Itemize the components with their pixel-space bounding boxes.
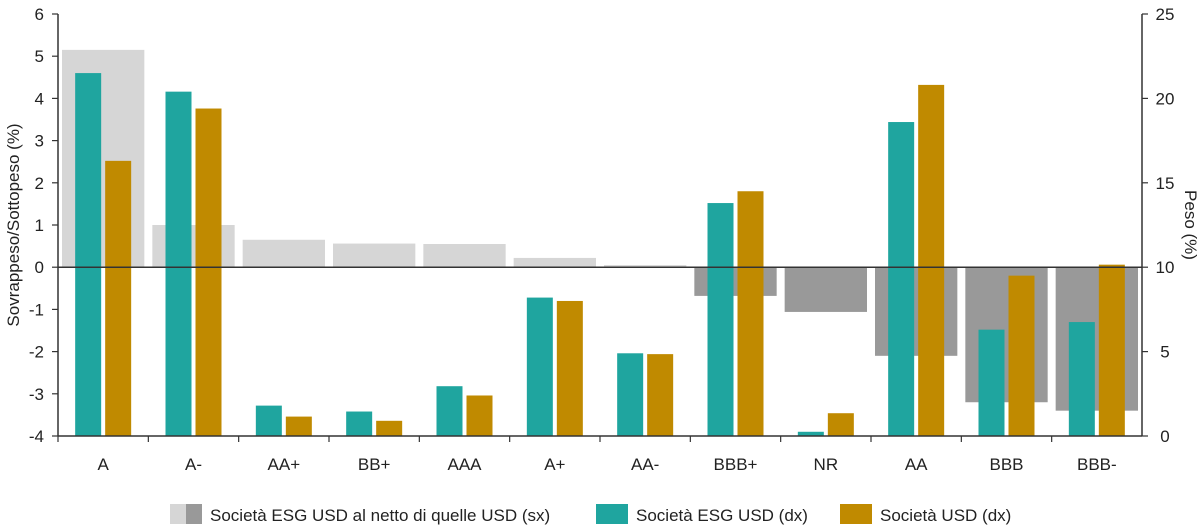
bar-usd-BBB+: [737, 191, 764, 436]
bar-usd-AA+: [285, 416, 312, 436]
x-tick-label: A+: [544, 455, 565, 474]
bar-usd-NR: [827, 413, 854, 436]
bar-diff-AA+: [242, 239, 325, 268]
legend-swatch-usd: [840, 504, 872, 524]
x-tick-label: AA+: [268, 455, 301, 474]
left-tick-label: -2: [29, 343, 44, 362]
x-tick-label: AA: [905, 455, 928, 474]
bar-usd-A+: [556, 300, 583, 436]
bar-usd-A: [105, 160, 132, 436]
x-tick-label: AA-: [631, 455, 659, 474]
bar-esg-AA-: [617, 353, 644, 436]
x-tick-label: NR: [814, 455, 839, 474]
bar-esg-AAA: [436, 386, 463, 436]
right-tick-label: 20: [1156, 89, 1175, 108]
bar-esg-NR: [797, 431, 824, 436]
legend-label-usd: Società USD (dx): [880, 506, 1011, 525]
bar-diff-A-: [152, 225, 235, 268]
bar-usd-BBB: [1008, 275, 1035, 436]
legend-label-esg: Società ESG USD (dx): [636, 506, 808, 525]
x-tick-label: BBB: [989, 455, 1023, 474]
left-tick-label: -1: [29, 300, 44, 319]
right-axis-title: Peso (%): [1181, 190, 1200, 260]
left-tick-label: 5: [35, 47, 44, 66]
bar-esg-BBB+: [707, 203, 734, 436]
bar-diff-A: [62, 49, 145, 268]
x-tick-label: AAA: [447, 455, 482, 474]
right-tick-label: 25: [1156, 5, 1175, 24]
bar-usd-A-: [195, 108, 222, 436]
left-tick-label: 4: [35, 89, 44, 108]
bar-diff-NR: [784, 267, 867, 312]
left-tick-label: 3: [35, 132, 44, 151]
left-tick-label: -3: [29, 385, 44, 404]
bar-esg-AA: [888, 122, 915, 437]
bar-esg-BBB: [978, 329, 1005, 436]
x-tick-label: A-: [185, 455, 202, 474]
bar-esg-BBB-: [1068, 322, 1095, 436]
bar-esg-A+: [526, 297, 553, 436]
legend-swatch-esg: [596, 504, 628, 524]
bar-esg-BB+: [346, 411, 373, 436]
legend-swatch-diff-light: [170, 504, 186, 524]
left-tick-label: 1: [35, 216, 44, 235]
x-tick-label: A: [97, 455, 109, 474]
right-tick-label: 5: [1160, 343, 1169, 362]
right-tick-label: 15: [1156, 174, 1175, 193]
right-tick-label: 10: [1156, 258, 1175, 277]
bar-usd-BB+: [376, 420, 403, 436]
bar-usd-AA-: [647, 354, 674, 436]
x-tick-label: BB+: [358, 455, 391, 474]
bar-esg-A-: [165, 91, 192, 436]
bar-diff-AAA: [423, 243, 506, 268]
left-axis-title: Sovrappeso/Sottopeso (%): [4, 123, 23, 326]
left-tick-label: 2: [35, 174, 44, 193]
left-tick-label: -4: [29, 427, 44, 446]
legend-label-diff: Società ESG USD al netto di quelle USD (…: [210, 506, 550, 525]
bar-esg-AA+: [255, 405, 282, 436]
legend-swatch-diff-dark: [186, 504, 202, 524]
bar-diff-AA-: [604, 265, 687, 268]
x-tick-label: BBB+: [714, 455, 758, 474]
left-tick-label: 6: [35, 5, 44, 24]
bar-diff-BB+: [333, 243, 416, 268]
bar-diff-BBB-: [1055, 267, 1138, 411]
x-tick-label: BBB-: [1077, 455, 1117, 474]
bar-diff-BBB+: [694, 267, 777, 296]
bar-esg-A: [75, 73, 102, 436]
bar-usd-AA: [918, 84, 945, 436]
bar-diff-BBB: [965, 267, 1048, 403]
bar-usd-BBB-: [1098, 264, 1125, 436]
bar-diff-AA: [875, 267, 958, 356]
right-tick-label: 0: [1160, 427, 1169, 446]
bar-usd-AAA: [466, 395, 493, 436]
left-tick-label: 0: [35, 258, 44, 277]
bar-diff-A+: [513, 257, 596, 268]
